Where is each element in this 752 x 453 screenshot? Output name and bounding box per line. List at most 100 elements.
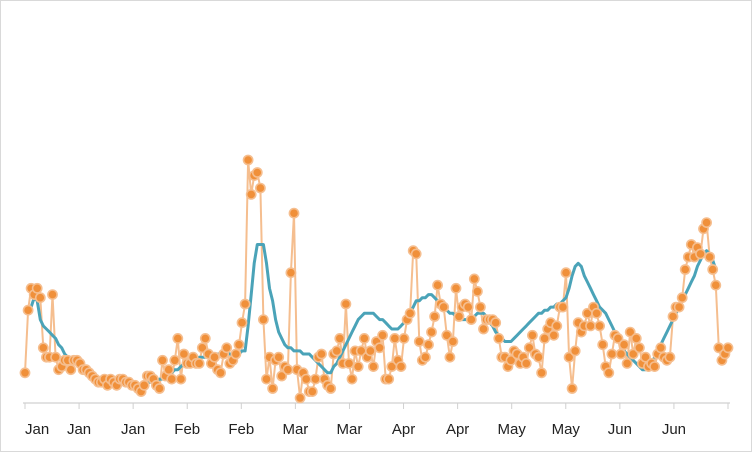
- data-point: [199, 332, 211, 344]
- data-point: [624, 326, 636, 338]
- data-point: [634, 342, 645, 354]
- data-point: [520, 357, 532, 369]
- data-point: [294, 392, 306, 404]
- data-point: [505, 354, 517, 366]
- data-point: [398, 332, 410, 344]
- data-point: [679, 264, 691, 275]
- data-point: [667, 311, 679, 322]
- data-point: [444, 351, 456, 363]
- data-point: [309, 373, 321, 385]
- x-tick-label: Jan: [67, 421, 91, 438]
- data-point: [701, 217, 712, 228]
- x-tick-label: May: [552, 421, 581, 438]
- data-point: [282, 364, 294, 376]
- data-point: [478, 323, 489, 335]
- data-point: [47, 289, 58, 300]
- data-point: [325, 383, 337, 394]
- x-tick-label: Jan: [25, 421, 49, 438]
- x-tick-label: Mar: [337, 421, 363, 438]
- data-point: [423, 339, 434, 351]
- data-point: [300, 373, 312, 385]
- data-point: [367, 361, 379, 372]
- data-point: [563, 351, 575, 363]
- data-point: [364, 345, 376, 357]
- data-point: [490, 317, 502, 329]
- data-point: [230, 348, 242, 360]
- data-point: [704, 251, 716, 263]
- data-point: [358, 332, 370, 344]
- data-point: [551, 320, 563, 332]
- data-point: [410, 248, 422, 260]
- data-point: [569, 345, 581, 357]
- x-tick-label: Mar: [282, 421, 308, 438]
- data-point: [453, 311, 465, 322]
- data-point: [404, 307, 416, 319]
- data-point: [710, 279, 722, 291]
- data-point: [154, 383, 165, 394]
- data-point: [175, 373, 187, 385]
- data-point: [19, 367, 31, 379]
- data-point: [649, 361, 660, 372]
- data-point: [447, 336, 459, 347]
- data-point: [462, 301, 474, 313]
- data-point: [334, 332, 346, 344]
- data-point: [138, 379, 150, 391]
- data-point: [533, 351, 544, 363]
- data-point: [377, 329, 388, 341]
- x-tick-label: Apr: [392, 421, 415, 438]
- data-point: [254, 182, 266, 194]
- data-point: [707, 264, 719, 275]
- data-point: [676, 292, 688, 304]
- data-point: [527, 329, 538, 341]
- data-point: [468, 273, 480, 285]
- data-point: [261, 373, 272, 385]
- data-point: [209, 351, 220, 363]
- data-point: [172, 332, 184, 344]
- x-tick-label: Jun: [608, 421, 632, 438]
- data-point: [340, 298, 352, 310]
- data-point: [627, 348, 639, 360]
- data-point: [236, 317, 248, 329]
- data-point: [536, 367, 547, 379]
- data-point: [50, 351, 61, 363]
- data-point: [316, 348, 327, 360]
- data-point: [560, 267, 572, 279]
- data-point: [215, 367, 226, 379]
- data-point: [664, 351, 676, 363]
- data-point: [267, 383, 278, 394]
- data-point: [606, 348, 618, 360]
- data-point: [285, 267, 297, 279]
- data-point: [612, 332, 624, 344]
- data-point: [331, 345, 343, 357]
- data-point: [585, 320, 596, 332]
- data-point: [621, 357, 633, 369]
- data-point: [438, 301, 450, 313]
- data-point: [419, 351, 431, 363]
- data-point: [193, 357, 205, 369]
- data-point: [465, 314, 477, 325]
- data-point: [166, 373, 178, 385]
- data-point: [474, 301, 486, 313]
- data-point: [413, 336, 425, 347]
- data-point: [395, 361, 407, 372]
- data-point: [603, 367, 615, 379]
- x-tick-label: Jun: [662, 421, 686, 438]
- data-point: [343, 357, 355, 369]
- data-point: [239, 298, 251, 310]
- data-point: [591, 307, 602, 319]
- data-point: [245, 188, 257, 200]
- data-point: [306, 386, 318, 397]
- data-point: [273, 351, 285, 363]
- data-point: [383, 373, 395, 385]
- data-point: [157, 354, 168, 366]
- data-point: [352, 361, 364, 372]
- data-point: [450, 282, 462, 294]
- data-point: [441, 329, 453, 341]
- x-tick-label: Feb: [174, 421, 200, 438]
- data-point: [178, 348, 190, 360]
- data-point: [695, 248, 706, 260]
- data-point: [630, 332, 642, 344]
- data-point: [169, 354, 181, 366]
- data-point: [276, 370, 288, 382]
- data-point: [615, 348, 627, 360]
